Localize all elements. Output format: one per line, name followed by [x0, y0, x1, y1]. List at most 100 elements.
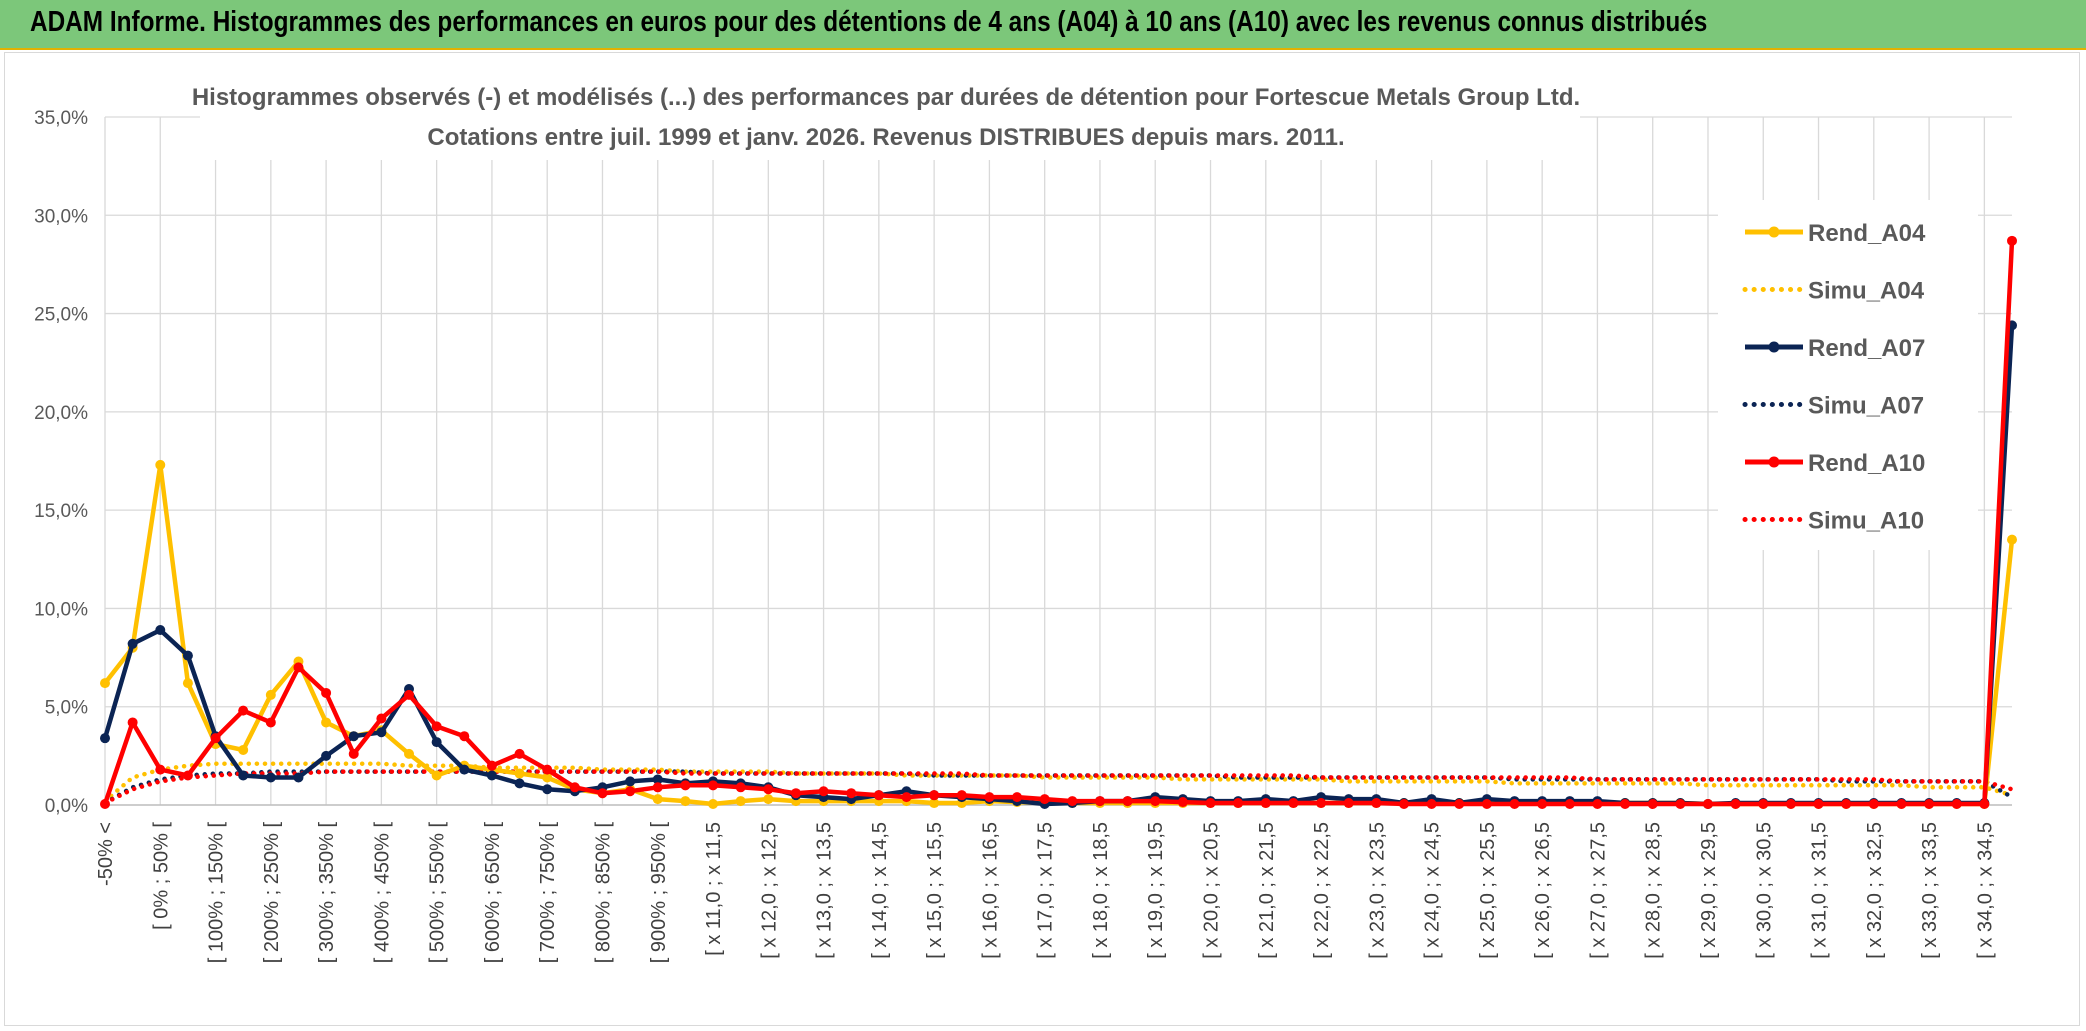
chart-title-line2: Cotations entre juil. 1999 et janv. 2026… [427, 124, 1344, 151]
chart-title: Histogrammes observés (-) et modélisés (… [192, 78, 1580, 160]
data-point-rend-a04 [680, 796, 691, 807]
data-point-rend-a10 [1620, 799, 1631, 810]
data-point-rend-a10 [459, 731, 470, 742]
data-point-rend-a10 [210, 733, 221, 744]
data-point-rend-a10 [514, 748, 525, 759]
chart-title-background [200, 78, 1580, 160]
x-tick-label: [ x 21,0 ; x 21,5 [1256, 822, 1278, 959]
data-point-rend-a10 [1564, 799, 1575, 810]
data-point-rend-a10 [1343, 798, 1354, 809]
data-point-rend-a10 [1426, 799, 1437, 810]
data-point-rend-a10 [1233, 798, 1244, 809]
legend-label-simu-a10: Simu_A10 [1808, 508, 1924, 535]
data-point-rend-a10 [680, 780, 691, 791]
data-point-rend-a04 [100, 678, 110, 689]
data-point-rend-a07 [652, 774, 663, 785]
data-point-rend-a07 [459, 764, 470, 775]
data-point-rend-a10 [1868, 799, 1879, 810]
data-point-rend-a10 [1122, 796, 1133, 807]
data-point-rend-a10 [790, 788, 801, 799]
legend-label-rend-a04: Rend_A04 [1808, 220, 1926, 247]
data-point-rend-a10 [1260, 798, 1271, 809]
data-point-rend-a07 [238, 770, 249, 781]
data-point-rend-a10 [1481, 799, 1492, 810]
x-tick-label: [ 200% ; 250% [ [261, 822, 283, 964]
data-point-rend-a10 [1537, 799, 1548, 810]
data-point-rend-a10 [1924, 799, 1935, 810]
data-point-rend-a10 [1951, 799, 1962, 810]
data-point-rend-a10 [182, 770, 193, 781]
data-point-rend-a10 [1758, 799, 1769, 810]
x-tick-label: [ x 12,0 ; x 12,5 [758, 822, 780, 959]
x-tick-label: [ x 23,0 ; x 23,5 [1366, 822, 1388, 959]
x-tick-label: [ 100% ; 150% [ [206, 822, 228, 964]
legend-marker-rend-a10 [1768, 456, 1780, 468]
x-tick-label: [ x 28,0 ; x 28,5 [1643, 822, 1665, 959]
x-tick-label: [ x 13,0 ; x 13,5 [814, 822, 836, 959]
x-tick-label: [ x 20,0 ; x 20,5 [1201, 822, 1223, 959]
x-tick-label: [ 300% ; 350% [ [316, 822, 338, 964]
data-point-rend-a10 [569, 782, 580, 793]
data-point-rend-a10 [1288, 798, 1299, 809]
data-point-rend-a10 [1039, 794, 1050, 805]
x-tick-label: [ x 33,0 ; x 33,5 [1919, 822, 1941, 959]
legend-label-simu-a07: Simu_A07 [1808, 393, 1924, 420]
x-tick-label: [ x 19,0 ; x 19,5 [1145, 822, 1167, 959]
data-point-rend-a07 [514, 778, 525, 789]
data-point-rend-a07 [155, 625, 166, 636]
data-point-rend-a10 [597, 788, 608, 799]
data-point-rend-a10 [2007, 235, 2017, 246]
x-tick-label: [ x 14,0 ; x 14,5 [869, 822, 891, 959]
data-point-rend-a07 [348, 731, 359, 742]
data-point-rend-a07 [100, 733, 110, 744]
data-point-rend-a07 [486, 770, 497, 781]
data-point-rend-a10 [818, 786, 829, 797]
data-point-rend-a10 [1205, 798, 1216, 809]
data-point-rend-a10 [100, 799, 110, 810]
legend-marker-rend-a04 [1768, 226, 1780, 238]
data-point-rend-a10 [763, 784, 774, 795]
x-tick-label: [ x 18,0 ; x 18,5 [1090, 822, 1112, 959]
data-point-rend-a10 [956, 790, 967, 801]
data-point-rend-a10 [1813, 799, 1824, 810]
legend-label-rend-a07: Rend_A07 [1808, 335, 1925, 362]
data-point-rend-a04 [321, 717, 332, 728]
legend-marker-rend-a07 [1768, 341, 1780, 353]
data-point-rend-a07 [182, 650, 193, 661]
data-point-rend-a10 [1730, 799, 1741, 810]
series-line-rend-a10 [102, 240, 2015, 807]
x-tick-label: [ x 27,0 ; x 27,5 [1587, 822, 1609, 959]
x-tick-label: [ x 30,0 ; x 30,5 [1753, 822, 1775, 959]
data-point-rend-a10 [1398, 799, 1409, 810]
legend-label-simu-a04: Simu_A04 [1808, 278, 1925, 305]
data-point-rend-a04 [238, 744, 249, 755]
data-point-rend-a10 [1979, 799, 1990, 810]
data-point-rend-a10 [542, 764, 553, 775]
y-tick-label: 10,0% [34, 599, 88, 620]
data-point-rend-a10 [265, 717, 276, 728]
data-point-rend-a04 [265, 689, 276, 700]
data-point-rend-a04 [652, 794, 663, 805]
data-point-rend-a10 [873, 790, 884, 801]
data-point-rend-a10 [1454, 799, 1465, 810]
data-point-rend-a07 [542, 784, 553, 795]
x-tick-label: [ x 31,0 ; x 31,5 [1809, 822, 1831, 959]
data-point-rend-a07 [293, 772, 304, 783]
data-point-rend-a10 [1371, 798, 1382, 809]
data-point-rend-a10 [1509, 799, 1520, 810]
data-point-rend-a04 [431, 770, 442, 781]
data-point-rend-a04 [155, 459, 166, 470]
data-point-rend-a07 [431, 737, 442, 748]
x-tick-label: [ 400% ; 450% [ [371, 822, 393, 964]
x-axis: -50% < [ 0% ; 50% [[ 100% ; 150% [[ 200% … [95, 822, 1996, 964]
x-tick-label: [ x 11,0 ; x 11,5 [703, 822, 725, 956]
x-tick-label: [ x 32,0 ; x 32,5 [1864, 822, 1886, 959]
data-point-rend-a04 [708, 799, 719, 810]
data-point-rend-a07 [321, 750, 332, 761]
data-point-rend-a10 [1094, 796, 1105, 807]
data-point-rend-a04 [542, 772, 553, 783]
series-lines [100, 235, 2017, 810]
chart-title-line1: Histogrammes observés (-) et modélisés (… [192, 84, 1580, 111]
y-tick-label: 0,0% [45, 796, 88, 817]
x-tick-label: [ 700% ; 750% [ [537, 822, 559, 964]
